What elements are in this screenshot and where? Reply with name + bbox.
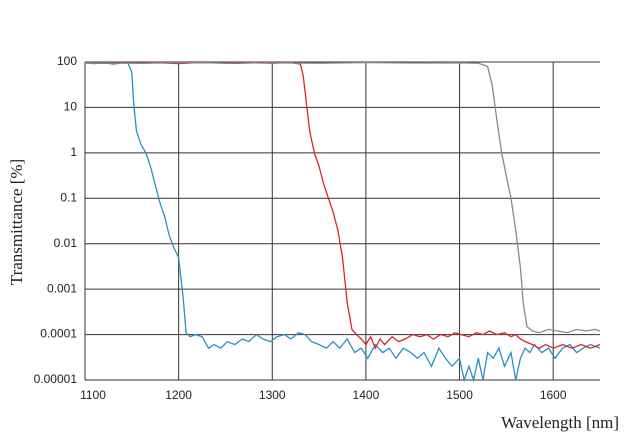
y-tick-label: 0.1 (60, 190, 77, 204)
x-tick-label: 1500 (446, 388, 473, 402)
data-line (84, 61, 601, 334)
x-tick-label: 1200 (165, 388, 192, 402)
y-tick-label: 0.01 (54, 236, 78, 250)
y-tick-label: 1 (70, 145, 77, 159)
x-tick-label: 1600 (540, 388, 567, 402)
y-axis-label: Transmittance [%] (7, 159, 26, 285)
x-tick-label: 1100 (80, 388, 106, 402)
y-tick-label: 0.001 (47, 281, 77, 295)
data-line (84, 61, 601, 350)
x-tick-label: 1400 (353, 388, 380, 402)
y-tick-label: 0.0001 (40, 327, 77, 341)
x-tick-label: 1300 (259, 388, 286, 402)
y-tick-label: 0.00001 (34, 372, 78, 386)
y-tick-label: 10 (64, 100, 78, 114)
x-axis-label: Wavelength [nm] (501, 413, 619, 432)
y-tick-label: 100 (57, 54, 77, 68)
data-line (84, 61, 601, 383)
